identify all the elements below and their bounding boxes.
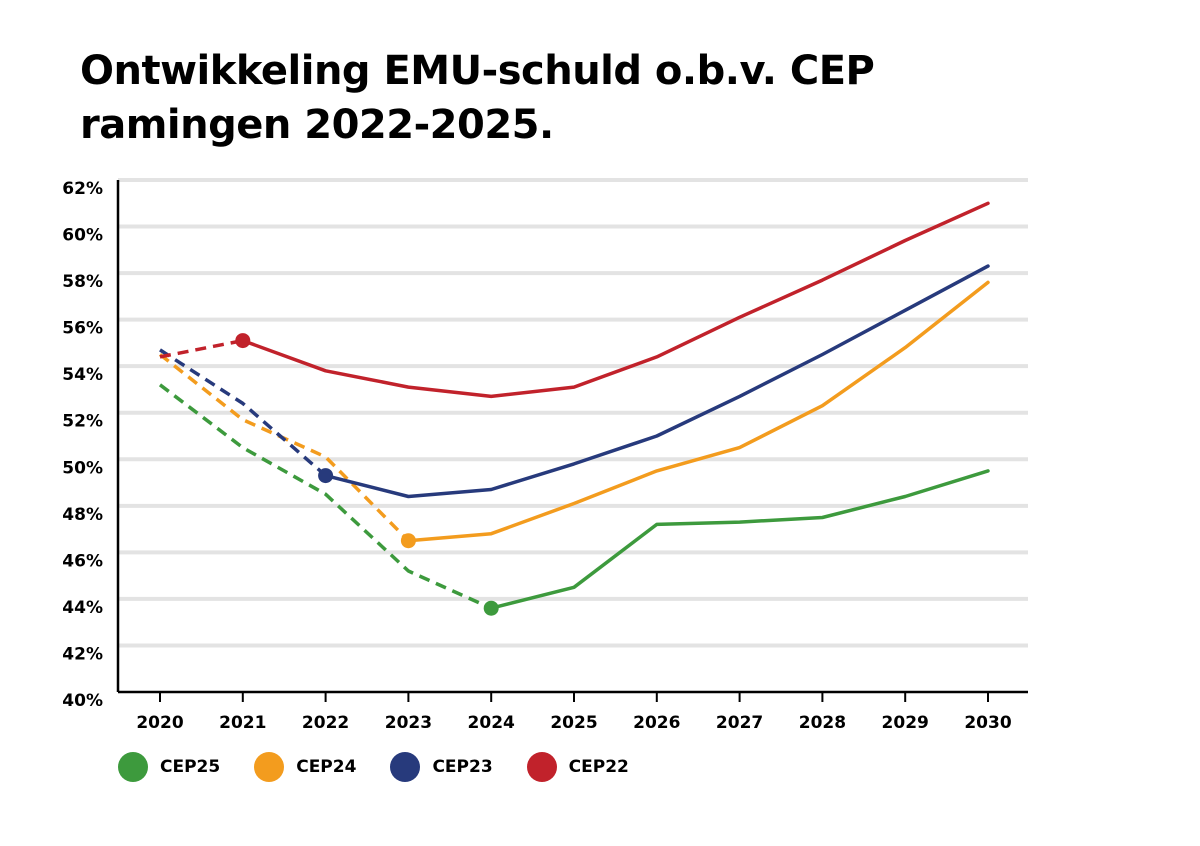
x-tick-label: 2028 bbox=[799, 713, 846, 733]
y-tick-label: 46% bbox=[62, 551, 103, 571]
legend-item-cep23: CEP23 bbox=[390, 752, 493, 782]
cep25-marker bbox=[483, 600, 499, 616]
series-markers bbox=[235, 333, 499, 616]
cep23-forecast-line bbox=[159, 348, 327, 477]
x-tick-label: 2021 bbox=[219, 713, 266, 733]
legend: CEP25 CEP24 CEP23 CEP22 bbox=[118, 752, 663, 782]
y-tick-label: 52% bbox=[62, 412, 103, 432]
y-tick-label: 50% bbox=[62, 458, 103, 478]
x-tick-label: 2023 bbox=[385, 713, 432, 733]
chart-title: Ontwikkeling EMU-schuld o.b.v. CEP ramin… bbox=[80, 44, 875, 152]
y-tick-label: 56% bbox=[62, 319, 103, 339]
chart-title-line-2: ramingen 2022-2025. bbox=[80, 102, 554, 148]
legend-swatch-cep24 bbox=[254, 752, 285, 782]
legend-label-cep25: CEP25 bbox=[160, 757, 221, 777]
legend-item-cep24: CEP24 bbox=[254, 752, 356, 782]
cep22-forecast-line bbox=[159, 338, 244, 359]
y-tick-label: 58% bbox=[62, 272, 103, 292]
legend-swatch-cep23 bbox=[390, 752, 421, 782]
legend-swatch-cep22 bbox=[526, 752, 557, 782]
legend-label-cep24: CEP24 bbox=[296, 757, 357, 777]
series-lines bbox=[158, 201, 990, 610]
cep23-marker bbox=[318, 468, 334, 484]
legend-label-cep23: CEP23 bbox=[432, 757, 493, 777]
x-tick-label: 2022 bbox=[302, 713, 349, 733]
cep24-marker bbox=[400, 533, 416, 549]
cep23-line bbox=[323, 264, 990, 499]
y-axis-ticks: 40% 42% 44% 46% 48% 50% 52% 54% 56% 58% 60% 62% bbox=[62, 179, 103, 711]
y-tick-label: 54% bbox=[62, 365, 103, 385]
chart-title-line-1: Ontwikkeling EMU-schuld o.b.v. CEP bbox=[80, 48, 875, 94]
cep25-line bbox=[489, 469, 990, 610]
cep24-forecast-line bbox=[158, 353, 410, 542]
legend-swatch-cep25 bbox=[118, 752, 148, 782]
axes bbox=[116, 180, 1028, 694]
x-tick-label: 2029 bbox=[882, 713, 929, 733]
cep24-line bbox=[406, 280, 990, 543]
legend-item-cep22: CEP22 bbox=[526, 752, 629, 782]
x-tick-label: 2025 bbox=[550, 713, 597, 733]
cep25-forecast-line bbox=[158, 383, 492, 610]
y-tick-label: 48% bbox=[62, 505, 103, 525]
legend-label-cep22: CEP22 bbox=[568, 757, 629, 777]
x-tick-label: 2030 bbox=[964, 713, 1011, 733]
x-tick-label: 2027 bbox=[716, 713, 763, 733]
y-tick-label: 40% bbox=[62, 691, 103, 711]
x-tick-label: 2020 bbox=[136, 713, 183, 733]
x-tick-label: 2026 bbox=[633, 713, 680, 733]
x-axis-ticks: 2020 2021 2022 2023 2024 2025 2026 2027 2028 2029… bbox=[136, 692, 1012, 733]
y-tick-label: 44% bbox=[62, 598, 103, 618]
y-tick-label: 42% bbox=[62, 644, 103, 664]
x-tick-label: 2024 bbox=[468, 713, 515, 733]
cep22-line bbox=[241, 201, 990, 399]
cep22-marker bbox=[235, 333, 251, 349]
y-tick-label: 60% bbox=[62, 226, 103, 246]
y-tick-label: 62% bbox=[62, 179, 103, 199]
legend-item-cep25: CEP25 bbox=[118, 752, 220, 782]
